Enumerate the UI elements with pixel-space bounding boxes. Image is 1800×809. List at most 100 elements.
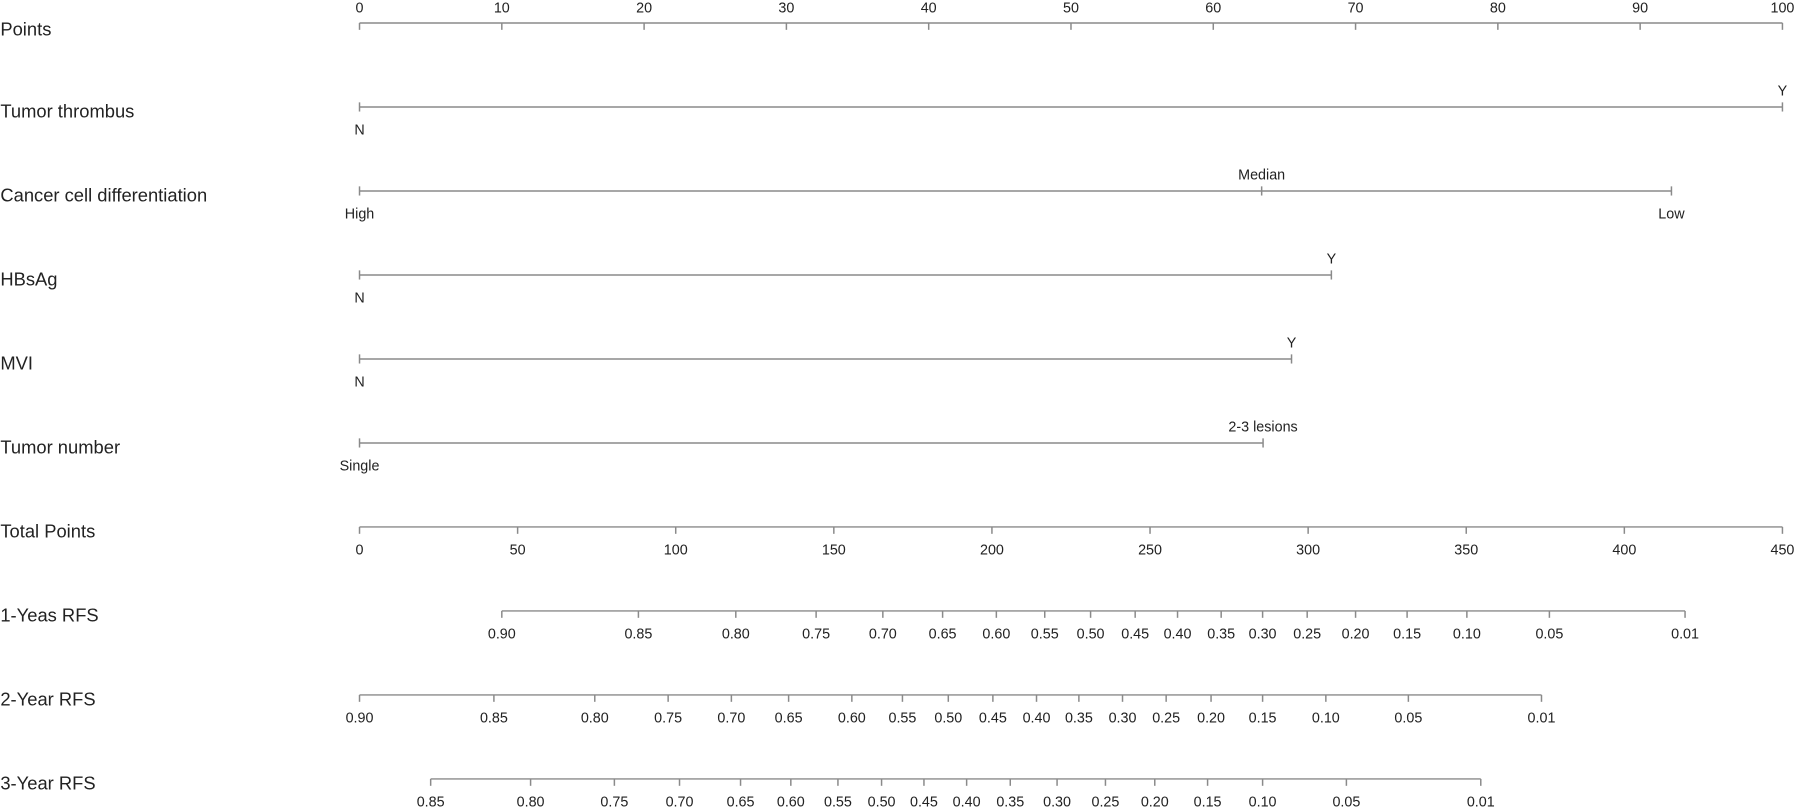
tick-label: 0.05 [1394, 710, 1422, 726]
level-label: Y [1327, 251, 1337, 267]
tick-label: 0.90 [346, 710, 374, 726]
tick-label: 0.80 [517, 794, 545, 809]
level-label: Y [1778, 83, 1788, 99]
tick-label: 0.55 [888, 710, 916, 726]
tick-label: 0.20 [1141, 794, 1169, 809]
row-label: 2-Year RFS [0, 688, 95, 709]
tick-label: 0.30 [1043, 794, 1071, 809]
tick-label: 0.30 [1249, 626, 1277, 642]
tick-label: 0.75 [600, 794, 628, 809]
row-label: 3-Year RFS [0, 772, 95, 793]
level-label: N [354, 374, 364, 390]
tick-label: 0.40 [953, 794, 981, 809]
tick-label: 0.60 [777, 794, 805, 809]
tick-label: 0.45 [910, 794, 938, 809]
tick-label: 0 [356, 1, 364, 17]
tick-label: 0.10 [1249, 794, 1277, 809]
tick-label: 0.60 [982, 626, 1010, 642]
tick-label: 0.25 [1293, 626, 1321, 642]
level-label: High [345, 206, 374, 222]
level-label: Low [1658, 206, 1685, 222]
tick-label: 0.50 [934, 710, 962, 726]
tick-label: 0.35 [996, 794, 1024, 809]
tick-label: 0.30 [1109, 710, 1137, 726]
row-label: Total Points [0, 520, 95, 541]
tick-label: 0.65 [727, 794, 755, 809]
tick-label: 0.55 [1031, 626, 1059, 642]
tick-label: 0.70 [666, 794, 694, 809]
tick-label: 0.15 [1393, 626, 1421, 642]
tick-label: 0.85 [624, 626, 652, 642]
tick-label: 0.50 [1077, 626, 1105, 642]
tick-label: 100 [1770, 1, 1794, 17]
tick-label: 0.01 [1671, 626, 1699, 642]
tick-label: 0.90 [488, 626, 516, 642]
tick-label: 0.65 [775, 710, 803, 726]
tick-label: 400 [1612, 542, 1636, 558]
row-label: 1-Yeas RFS [0, 604, 98, 625]
tick-label: 0.05 [1332, 794, 1360, 809]
tick-label: 0.40 [1023, 710, 1051, 726]
tick-label: 0.20 [1342, 626, 1370, 642]
tick-label: 0.25 [1092, 794, 1120, 809]
tick-label: 0.01 [1528, 710, 1556, 726]
tick-label: 10 [494, 1, 510, 17]
tick-label: 0.75 [802, 626, 830, 642]
tick-label: 90 [1632, 1, 1648, 17]
tick-label: 0.20 [1197, 710, 1225, 726]
tick-label: 0.80 [581, 710, 609, 726]
tick-label: 300 [1296, 542, 1320, 558]
tick-label: 0.50 [868, 794, 896, 809]
tick-label: 100 [664, 542, 688, 558]
level-label: N [354, 290, 364, 306]
tick-label: 0.40 [1164, 626, 1192, 642]
tick-label: 0.85 [480, 710, 508, 726]
tick-label: 0.75 [654, 710, 682, 726]
tick-label: 80 [1490, 1, 1506, 17]
tick-label: 0.25 [1152, 710, 1180, 726]
tick-label: 0.35 [1065, 710, 1093, 726]
tick-label: 0.60 [838, 710, 866, 726]
tick-label: 0.10 [1312, 710, 1340, 726]
tick-label: 70 [1348, 1, 1364, 17]
tick-label: 0.70 [869, 626, 897, 642]
tick-label: 20 [636, 1, 652, 17]
tick-label: 0.45 [1121, 626, 1149, 642]
tick-label: 60 [1205, 1, 1221, 17]
tick-label: 0.65 [929, 626, 957, 642]
tick-label: 50 [510, 542, 526, 558]
tick-label: 250 [1138, 542, 1162, 558]
tick-label: 0.10 [1453, 626, 1481, 642]
tick-label: 150 [822, 542, 846, 558]
tick-label: 0.35 [1207, 626, 1235, 642]
tick-label: 200 [980, 542, 1004, 558]
row-label: HBsAg [0, 268, 57, 289]
row-label: Points [0, 19, 51, 40]
tick-label: 0.55 [824, 794, 852, 809]
tick-label: 40 [921, 1, 937, 17]
row-label: Cancer cell differentiation [0, 184, 207, 205]
tick-label: 0.45 [979, 710, 1007, 726]
tick-label: 0.15 [1194, 794, 1222, 809]
row-label: Tumor thrombus [0, 100, 134, 121]
tick-label: 0.05 [1535, 626, 1563, 642]
level-label: 2-3 lesions [1228, 419, 1297, 435]
tick-label: 0.15 [1249, 710, 1277, 726]
tick-label: 50 [1063, 1, 1079, 17]
tick-label: 0.85 [417, 794, 445, 809]
level-label: Single [340, 458, 380, 474]
level-label: N [354, 122, 364, 138]
tick-label: 450 [1770, 542, 1794, 558]
tick-label: 30 [778, 1, 794, 17]
tick-label: 350 [1454, 542, 1478, 558]
row-label: Tumor number [0, 436, 120, 457]
row-label: MVI [0, 352, 33, 373]
tick-label: 0.80 [722, 626, 750, 642]
level-label: Y [1287, 335, 1297, 351]
tick-label: 0 [356, 542, 364, 558]
tick-label: 0.01 [1467, 794, 1495, 809]
tick-label: 0.70 [717, 710, 745, 726]
level-label: Median [1238, 167, 1285, 183]
